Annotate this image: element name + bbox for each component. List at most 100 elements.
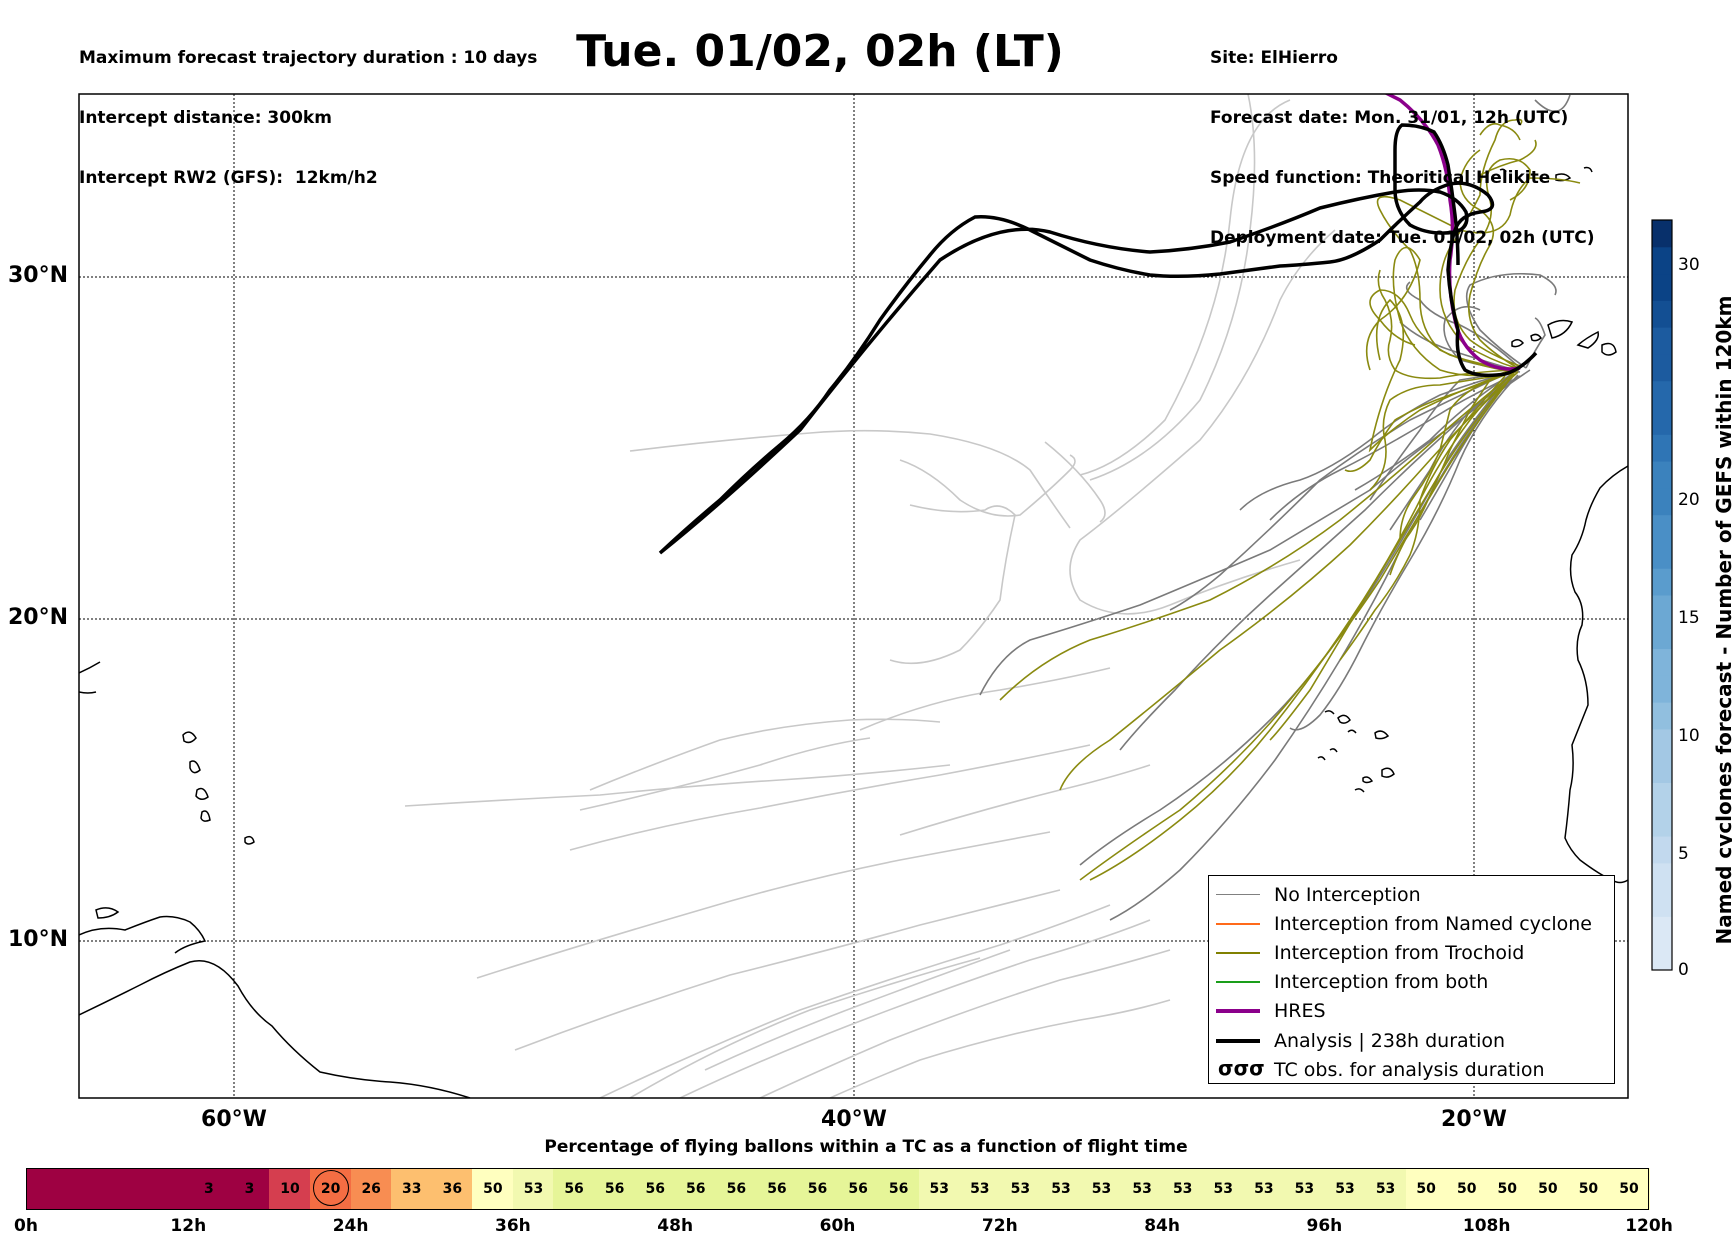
coastlines: [79, 166, 1628, 1098]
percentage-cell: 53: [1243, 1168, 1285, 1210]
percentage-cell: 53: [959, 1168, 1001, 1210]
header-left-line-1: Maximum forecast trajectory duration : 1…: [79, 48, 538, 68]
legend-swatch: [1216, 917, 1260, 931]
lon-label-60w: 60°W: [201, 1107, 267, 1132]
lat-label-30n: 30°N: [8, 263, 69, 288]
legend-label: HRES: [1274, 1000, 1326, 1023]
percentage-cell: 53: [1283, 1168, 1325, 1210]
colorbar-band: [1652, 487, 1672, 516]
percentage-title: Percentage of flying ballons within a TC…: [544, 1137, 1188, 1157]
colorbar-band: [1652, 273, 1672, 301]
percentage-cell: 50: [1567, 1168, 1610, 1210]
colorbar-tick-30: 30: [1678, 255, 1700, 275]
legend-swatch: [1216, 975, 1260, 989]
legend-swatch: [1216, 888, 1260, 902]
percentage-cell: 53: [1080, 1168, 1123, 1210]
colorbar-tick-0: 0: [1678, 960, 1689, 980]
percentage-cell: 50: [1608, 1168, 1650, 1210]
colorbar-tick-5: 5: [1678, 844, 1689, 864]
colorbar-band: [1652, 889, 1672, 917]
legend-swatch: [1216, 1004, 1260, 1018]
colorbar-band: [1652, 220, 1672, 248]
legend-label: Analysis | 238h duration: [1274, 1029, 1506, 1052]
colorbar-band: [1652, 380, 1672, 408]
percentage-cell: 56: [634, 1168, 676, 1210]
percentage-cell: 50: [1405, 1168, 1447, 1210]
colorbar-band: [1652, 755, 1672, 783]
percentage-cell: 50: [1527, 1168, 1569, 1210]
percentage-cell: 33: [391, 1168, 433, 1210]
percentage-time-label: 108h: [1462, 1216, 1511, 1236]
header-right-line-2: Forecast date: Mon. 31/01, 12h (UTC): [1210, 108, 1569, 128]
colorbar-band: [1652, 862, 1672, 891]
colorbar-band: [1652, 675, 1672, 703]
colorbar-band: [1652, 461, 1672, 489]
percentage-cell: 50: [472, 1168, 514, 1210]
percentage-cell: 50: [1486, 1168, 1528, 1210]
lon-label-40w: 40°W: [821, 1107, 887, 1132]
colorbar-band: [1652, 514, 1672, 542]
percentage-cell: 56: [756, 1168, 798, 1210]
percentage-cell: 53: [918, 1168, 960, 1210]
percentage-cell: 53: [1202, 1168, 1244, 1210]
legend-label: Interception from Named cyclone: [1274, 912, 1592, 935]
percentage-time-label: 36h: [495, 1216, 531, 1236]
percentage-cell: 56: [675, 1168, 717, 1210]
percentage-cell: [66, 1168, 108, 1210]
percentage-time-label: 96h: [1306, 1216, 1343, 1236]
percentage-cell: 53: [1364, 1168, 1407, 1210]
lat-label-10n: 10°N: [8, 927, 69, 952]
legend-item: Analysis | 238h duration: [1209, 1026, 1614, 1055]
colorbar-band: [1652, 702, 1672, 730]
lon-label-20w: 20°W: [1441, 1107, 1507, 1132]
legend-label: Interception from both: [1274, 971, 1489, 994]
header-left: Maximum forecast trajectory duration : 1…: [79, 8, 537, 208]
percentage-cell: 20: [310, 1168, 352, 1210]
legend-item: No Interception: [1209, 880, 1614, 909]
colorbar-band: [1652, 353, 1672, 382]
legend-label: TC obs. for analysis duration: [1274, 1058, 1545, 1081]
legend: No Interception Interception from Named c…: [1208, 875, 1615, 1084]
header-right-line-4: Deployment date: Tue. 01/02, 02h (UTC): [1210, 228, 1595, 248]
percentage-cell: 53: [1121, 1168, 1163, 1210]
colorbar: [1651, 219, 1673, 971]
percentage-cell: 56: [553, 1168, 595, 1210]
percentage-cell: 56: [796, 1168, 839, 1210]
colorbar-band: [1652, 916, 1672, 944]
legend-item: Interception from Trochoid: [1209, 938, 1614, 967]
legend-item: HRES: [1209, 997, 1614, 1026]
percentage-cell: 50: [1446, 1168, 1488, 1210]
percentage-cell: [26, 1168, 68, 1210]
percentage-cell: 56: [837, 1168, 879, 1210]
hres-trajectory: [1384, 94, 1521, 371]
percentage-cell: 26: [350, 1168, 392, 1210]
colorbar-band: [1652, 246, 1672, 275]
percentage-time-label: 0h: [14, 1216, 38, 1236]
percentage-cell: 53: [999, 1168, 1041, 1210]
percentage-time-label: 84h: [1144, 1216, 1180, 1236]
lat-label-20n: 20°N: [8, 605, 69, 630]
legend-swatch: [1216, 946, 1260, 960]
trajectories-trochoid: [999, 118, 1581, 881]
colorbar-band: [1652, 836, 1672, 864]
percentage-time-label: 120h: [1625, 1216, 1673, 1236]
header-left-line-2: Intercept distance: 300km: [79, 108, 332, 128]
colorbar-title-text: Named cyclones forecast - Number of GEFS…: [1712, 295, 1732, 945]
percentage-cell: [107, 1168, 149, 1210]
legend-item: Interception from Named cyclone: [1209, 909, 1614, 938]
colorbar-tick-20: 20: [1678, 490, 1700, 510]
colorbar-tick-15: 15: [1678, 608, 1700, 628]
colorbar-band: [1652, 434, 1672, 462]
percentage-cell: 3: [228, 1168, 271, 1210]
colorbar-band: [1652, 782, 1672, 810]
colorbar-band: [1652, 943, 1672, 971]
percentage-time-label: 60h: [819, 1216, 856, 1236]
colorbar-band: [1652, 648, 1672, 676]
header-right-line-1: Site: ElHierro: [1210, 48, 1338, 68]
page-title: Tue. 01/02, 02h (LT): [576, 26, 1064, 77]
colorbar-band: [1652, 541, 1672, 569]
legend-item: σσσ TC obs. for analysis duration: [1209, 1055, 1614, 1084]
percentage-time-label: 24h: [332, 1216, 369, 1236]
percentage-time-label: 12h: [170, 1216, 207, 1236]
percentage-cell: 56: [715, 1168, 757, 1210]
